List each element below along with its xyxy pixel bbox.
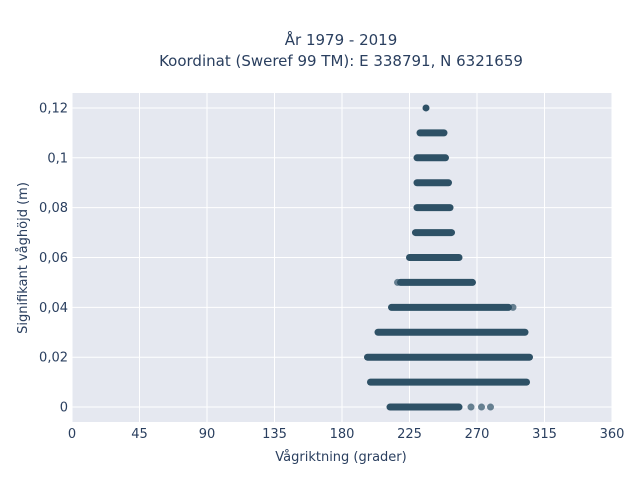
data-point (509, 303, 517, 311)
y-axis-label: Signifikant våghöjd (m) (16, 182, 31, 334)
y-tick-label: 0,08 (39, 201, 68, 216)
x-tick-label: 270 (465, 427, 490, 442)
data-point (467, 403, 475, 411)
data-point (422, 104, 430, 112)
x-tick-label: 135 (262, 427, 287, 442)
x-tick-label: 315 (532, 427, 557, 442)
chart-title-line-2: Koordinat (Sweref 99 TM): E 338791, N 63… (159, 52, 523, 70)
y-tick-label: 0,04 (39, 301, 68, 316)
x-axis-label: Vågriktning (grader) (275, 450, 406, 465)
y-tick-label: 0 (60, 401, 68, 416)
chart-title-line-1: År 1979 - 2019 (285, 30, 398, 49)
y-tick-label: 0,06 (39, 251, 68, 266)
y-tick-label: 0,02 (39, 351, 68, 366)
x-tick-label: 90 (199, 427, 216, 442)
x-tick-label: 180 (330, 427, 355, 442)
x-tick-label: 225 (397, 427, 422, 442)
y-tick-label: 0,12 (39, 101, 68, 116)
data-point (394, 278, 401, 286)
x-tick-label: 360 (600, 427, 625, 442)
data-point (478, 403, 485, 411)
data-point (487, 403, 494, 411)
data-points (364, 104, 533, 411)
x-tick-label: 0 (68, 427, 76, 442)
x-tick-label: 45 (131, 427, 148, 442)
grid-lines (71, 93, 613, 422)
y-tick-label: 0,1 (47, 151, 68, 166)
tick-labels: 0 45 90 135 180 225 270 315 360 0 0,02 0,04 0,06 0,08… (39, 101, 624, 442)
